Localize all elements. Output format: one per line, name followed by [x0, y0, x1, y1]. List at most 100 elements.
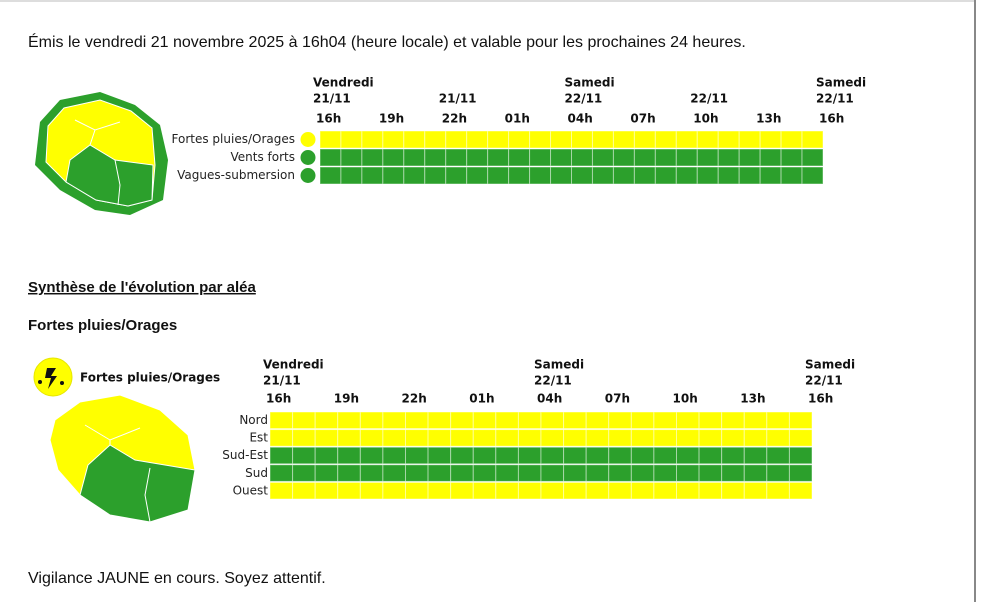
- level-cell: [780, 148, 803, 167]
- level-cell: [698, 429, 723, 447]
- level-cell: [571, 166, 593, 185]
- level-cell: [424, 166, 447, 185]
- level-cell: [743, 411, 768, 430]
- row-label: Sud: [245, 466, 268, 480]
- hazard-legend: Fortes pluies/Orages: [80, 371, 220, 385]
- level-cell: [382, 429, 406, 447]
- level-cell: [445, 166, 468, 185]
- level-cell: [788, 464, 813, 482]
- level-cell: [801, 130, 824, 149]
- level-cell: [450, 481, 474, 500]
- row-icon: [299, 149, 317, 166]
- hour-label: 10h: [693, 112, 718, 126]
- level-cell: [487, 166, 510, 185]
- level-cell: [508, 166, 531, 185]
- level-cell: [676, 481, 700, 500]
- date-label: 21/11: [439, 92, 477, 106]
- level-cell: [721, 464, 745, 482]
- level-cell: [382, 464, 406, 482]
- level-cell: [633, 130, 656, 149]
- level-cell: [585, 446, 610, 465]
- level-cell: [382, 446, 406, 465]
- date-label: 21/11: [263, 374, 301, 388]
- date-label: 22/11: [805, 374, 843, 388]
- hour-label: 07h: [605, 392, 630, 406]
- level-cell: [563, 429, 587, 447]
- level-cell: [319, 130, 342, 149]
- level-cell: [495, 464, 519, 482]
- level-cell: [292, 429, 316, 447]
- level-cell: [630, 481, 655, 500]
- level-cell: [759, 166, 782, 185]
- level-cell: [382, 481, 406, 500]
- level-cell: [653, 411, 678, 430]
- level-cell: [487, 130, 510, 149]
- level-cell: [676, 446, 700, 465]
- level-cell: [427, 429, 452, 447]
- level-cell: [675, 148, 698, 167]
- level-cell: [405, 481, 429, 500]
- level-cell: [359, 446, 384, 465]
- day-label: Samedi: [816, 76, 866, 90]
- level-cell: [630, 446, 655, 465]
- level-cell: [517, 429, 542, 447]
- level-cell: [269, 429, 294, 447]
- level-cell: [759, 148, 782, 167]
- hour-label: 04h: [537, 392, 562, 406]
- level-cell: [585, 464, 610, 482]
- level-cell: [450, 446, 474, 465]
- level-cell: [424, 148, 447, 167]
- row-label: Vents forts: [231, 150, 296, 164]
- level-cell: [337, 446, 361, 465]
- level-cell: [788, 411, 813, 430]
- level-cell: [427, 446, 452, 465]
- level-cell: [550, 148, 573, 167]
- level-cell: [508, 130, 531, 149]
- level-cell: [292, 446, 316, 465]
- level-cell: [472, 464, 497, 482]
- level-cell: [445, 148, 468, 167]
- level-cell: [743, 429, 768, 447]
- level-cell: [780, 130, 803, 149]
- level-cell: [738, 166, 761, 185]
- level-cell: [427, 481, 452, 500]
- level-cell: [495, 429, 519, 447]
- level-cell: [445, 130, 468, 149]
- row-label: Fortes pluies/Orages: [172, 132, 295, 146]
- level-cell: [738, 130, 761, 149]
- level-cell: [591, 148, 614, 167]
- date-label: 22/11: [690, 92, 728, 106]
- level-cell: [508, 148, 531, 167]
- level-cell: [676, 464, 700, 482]
- level-cell: [340, 148, 363, 167]
- level-cell: [630, 429, 655, 447]
- level-cell: [743, 464, 768, 482]
- synthesis-title: Synthèse de l'évolution par aléa: [28, 279, 256, 296]
- level-cell: [472, 446, 497, 465]
- level-cell: [654, 148, 677, 167]
- hour-label: 22h: [442, 112, 467, 126]
- level-cell: [450, 429, 474, 447]
- level-cell: [653, 429, 678, 447]
- hour-label: 10h: [673, 392, 698, 406]
- level-cell: [540, 464, 565, 482]
- level-cell: [654, 130, 677, 149]
- level-cell: [585, 429, 610, 447]
- level-cell: [382, 411, 406, 430]
- level-cell: [403, 166, 426, 185]
- level-cell: [472, 429, 497, 447]
- level-cell: [550, 130, 573, 149]
- date-label: 21/11: [313, 92, 351, 106]
- row-label: Est: [249, 431, 268, 445]
- hour-label: 07h: [630, 112, 655, 126]
- level-cell: [633, 148, 656, 167]
- level-cell: [269, 481, 294, 500]
- level-cell: [495, 446, 519, 465]
- level-cell: [269, 446, 294, 465]
- level-cell: [608, 429, 632, 447]
- level-cell: [472, 481, 497, 500]
- level-cell: [696, 130, 719, 149]
- day-label: Samedi: [534, 358, 584, 372]
- date-label: 22/11: [534, 374, 572, 388]
